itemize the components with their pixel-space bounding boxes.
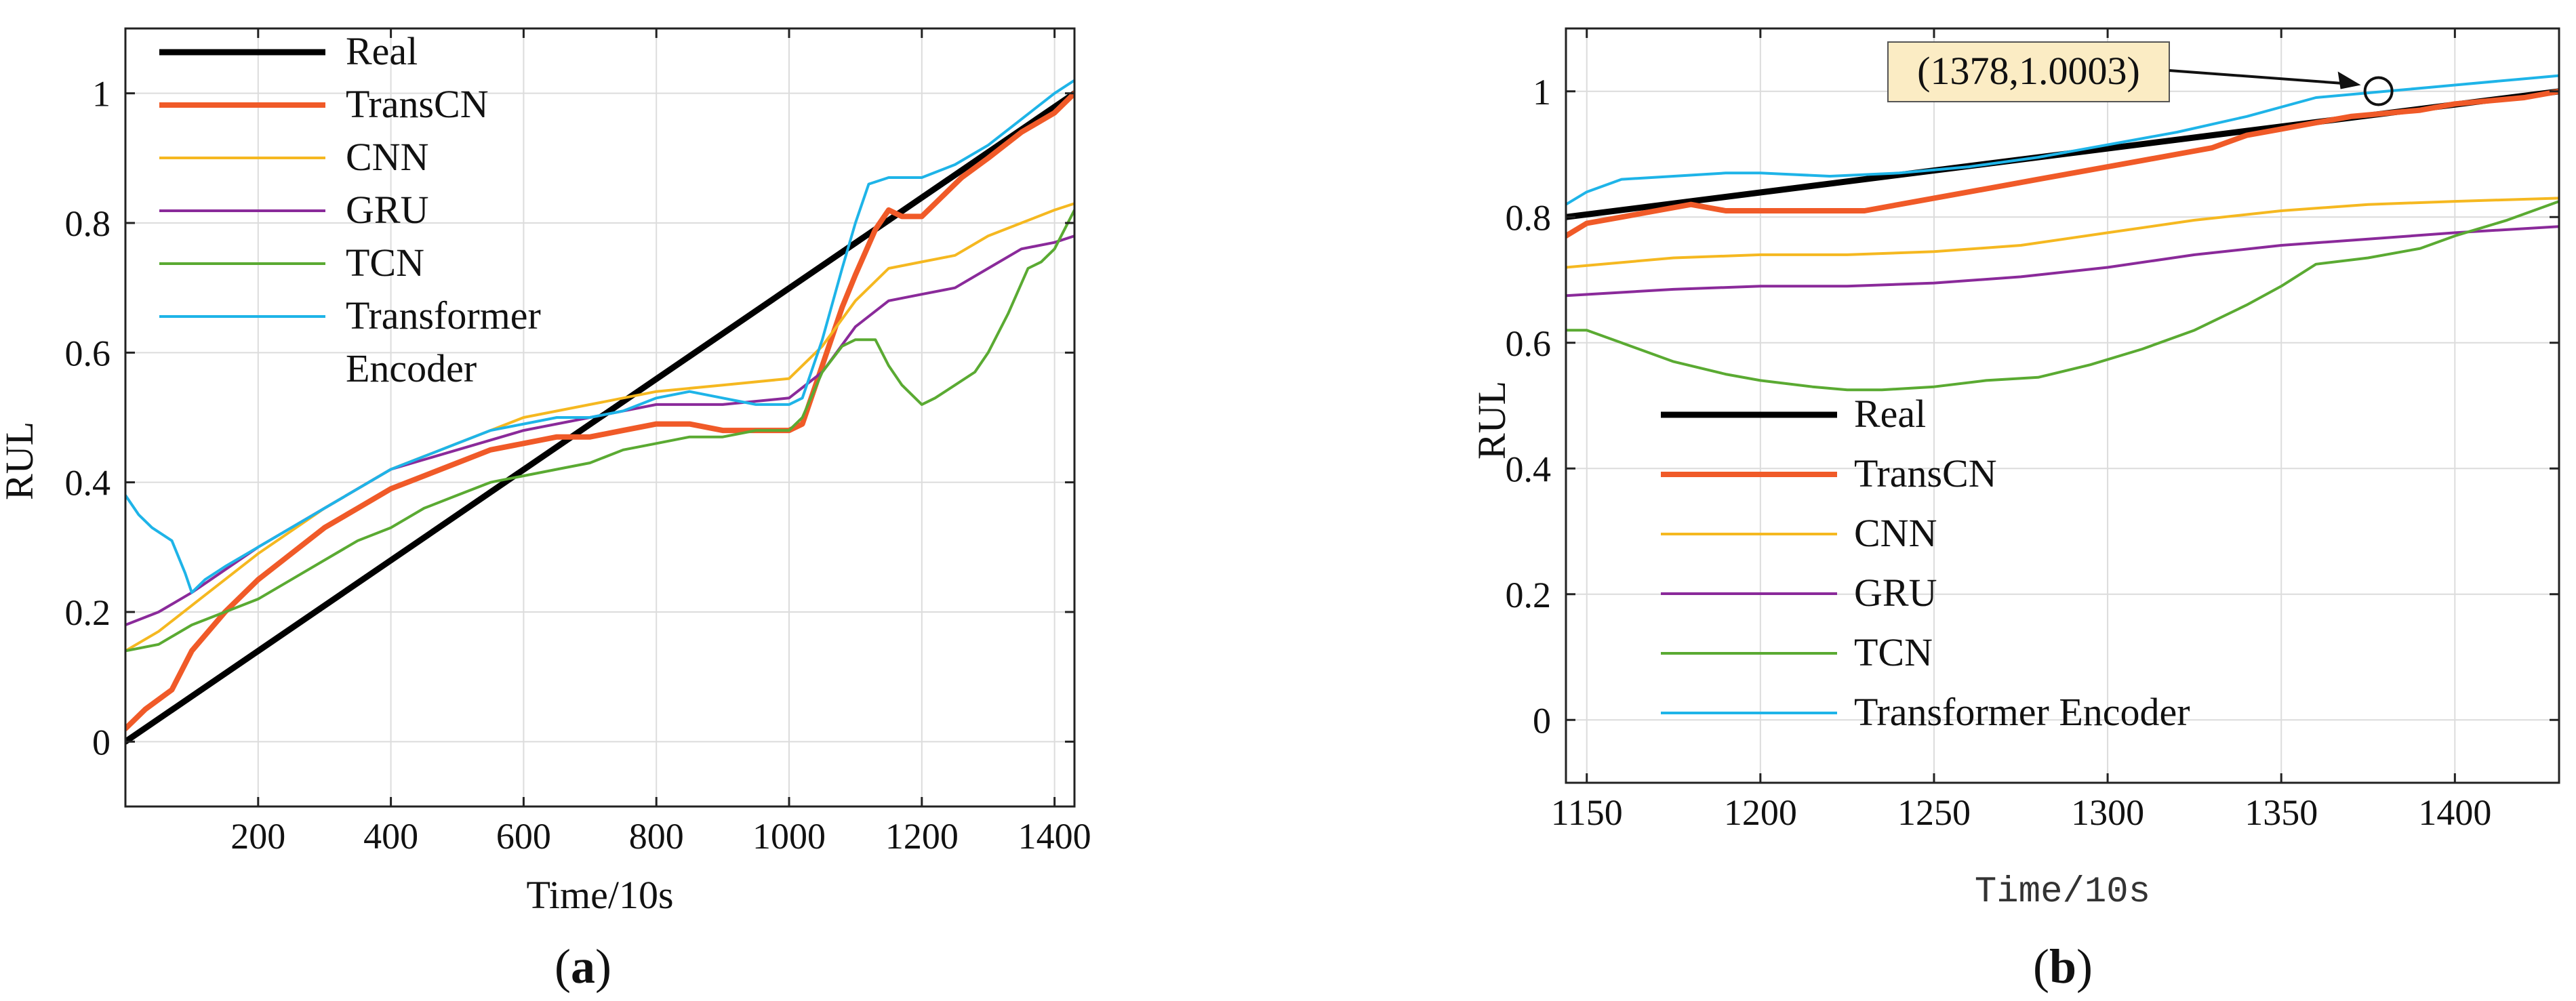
caption-open: ( — [2033, 939, 2049, 994]
panel-caption: (a) — [555, 939, 611, 994]
x-tick-label-1: 1200 — [1724, 792, 1797, 833]
x-tick-label-4: 1350 — [2245, 792, 2318, 833]
caption-letter: a — [571, 939, 595, 994]
x-axis-label: Time/10s — [1975, 872, 2150, 913]
caption-letter: b — [2049, 939, 2076, 994]
annotation-marker — [2363, 76, 2394, 106]
x-axis-label: Time/10s — [526, 873, 673, 917]
legend-label-gru: GRU — [1854, 571, 1937, 615]
y-tick-label-2: 0.4 — [65, 463, 111, 504]
series-line-transcn — [125, 90, 1074, 732]
legend-label-transformer-encoder: Transformer Encoder — [1854, 690, 2190, 734]
legend-label-cnn: CNN — [346, 135, 428, 179]
series-group — [125, 79, 1074, 745]
y-tick-label-2: 0.4 — [1506, 449, 1552, 489]
legend: Real TransCN CNN GRU TCN Transformer Encoder — [159, 29, 541, 390]
x-tick-label-2: 1250 — [1897, 792, 1971, 833]
annotation-arrow-head — [2337, 71, 2361, 89]
legend-label-cnn: CNN — [1854, 511, 1937, 555]
x-tick-label-2: 600 — [496, 816, 551, 857]
y-tick-label-0: 0 — [92, 722, 110, 762]
y-tick-label-5: 1 — [92, 74, 110, 115]
series-line-real — [125, 90, 1074, 745]
caption-close: ) — [2076, 939, 2093, 994]
annotation-text: (1378,1.0003) — [1917, 49, 2140, 93]
legend-label-tcn: TCN — [346, 241, 424, 285]
legend-label-tcn: TCN — [1854, 630, 1933, 674]
caption-close: ) — [595, 939, 611, 994]
y-tick-label-3: 0.6 — [65, 333, 111, 373]
axes-box — [1565, 27, 2560, 784]
legend-label-real: Real — [1854, 392, 1926, 436]
chart-panel-a: 200 400 600 800 1000 1200 1400 0 0.2 0.4 0.6 0.8 1 Ti… — [0, 27, 1091, 994]
annotation-box — [1887, 41, 2170, 102]
series-line-tcn — [1566, 200, 2559, 392]
series-line-cnn — [125, 202, 1074, 653]
legend-label-gru: GRU — [346, 188, 428, 232]
series-line-transcn — [1566, 88, 2559, 239]
legend-label-encoder: Encoder — [346, 346, 477, 390]
annotation-arrow-line — [2169, 69, 2357, 86]
y-axis-label: RUL — [0, 422, 41, 500]
y-tick-label-4: 0.8 — [1506, 197, 1552, 238]
x-tick-label-3: 800 — [629, 816, 684, 857]
x-tick-label-0: 200 — [230, 816, 285, 857]
legend-label-transcn: TransCN — [346, 82, 489, 126]
x-tick-label-5: 1200 — [885, 816, 959, 857]
grid — [1566, 28, 2559, 783]
x-tick-label-4: 1000 — [752, 816, 826, 857]
annotation: (1378,1.0003) — [1887, 41, 2394, 106]
grid — [125, 28, 1074, 806]
series-group — [1566, 74, 2559, 392]
series-line-transformer-encoder — [125, 79, 1074, 594]
series-line-gru — [125, 234, 1074, 627]
x-tick-label-3: 1300 — [2071, 792, 2144, 833]
x-tick-label-6: 1400 — [1018, 816, 1091, 857]
x-tick-label-0: 1150 — [1551, 792, 1623, 833]
x-tick-label-5: 1400 — [2418, 792, 2491, 833]
y-tick-label-1: 0.2 — [65, 592, 111, 633]
y-tick-label-3: 0.6 — [1506, 323, 1552, 364]
legend: Real TransCN CNN GRU TCN Transformer Encoder — [1661, 392, 2190, 734]
panel-caption: (b) — [2033, 939, 2093, 994]
legend-label-transformer: Transformer — [346, 293, 541, 338]
y-tick-label-5: 1 — [1533, 72, 1551, 113]
series-line-transformer-encoder — [1566, 74, 2559, 206]
y-tick-label-4: 0.8 — [65, 203, 111, 244]
series-line-tcn — [125, 208, 1074, 653]
series-line-cnn — [1566, 197, 2559, 269]
series-line-gru — [1566, 225, 2559, 298]
legend-label-real: Real — [346, 29, 418, 73]
y-tick-label-0: 0 — [1533, 700, 1551, 741]
axes-box — [124, 27, 1076, 808]
y-tick-label-1: 0.2 — [1506, 575, 1552, 615]
legend-label-transcn: TransCN — [1854, 451, 1997, 495]
caption-open: ( — [555, 939, 571, 994]
y-axis-label: RUL — [1470, 381, 1514, 459]
x-tick-label-1: 400 — [363, 816, 418, 857]
chart-panel-b: 1150 1200 1250 1300 1350 1400 0 0.2 0.4 0.6 0.8 1 Ti… — [1470, 27, 2560, 994]
